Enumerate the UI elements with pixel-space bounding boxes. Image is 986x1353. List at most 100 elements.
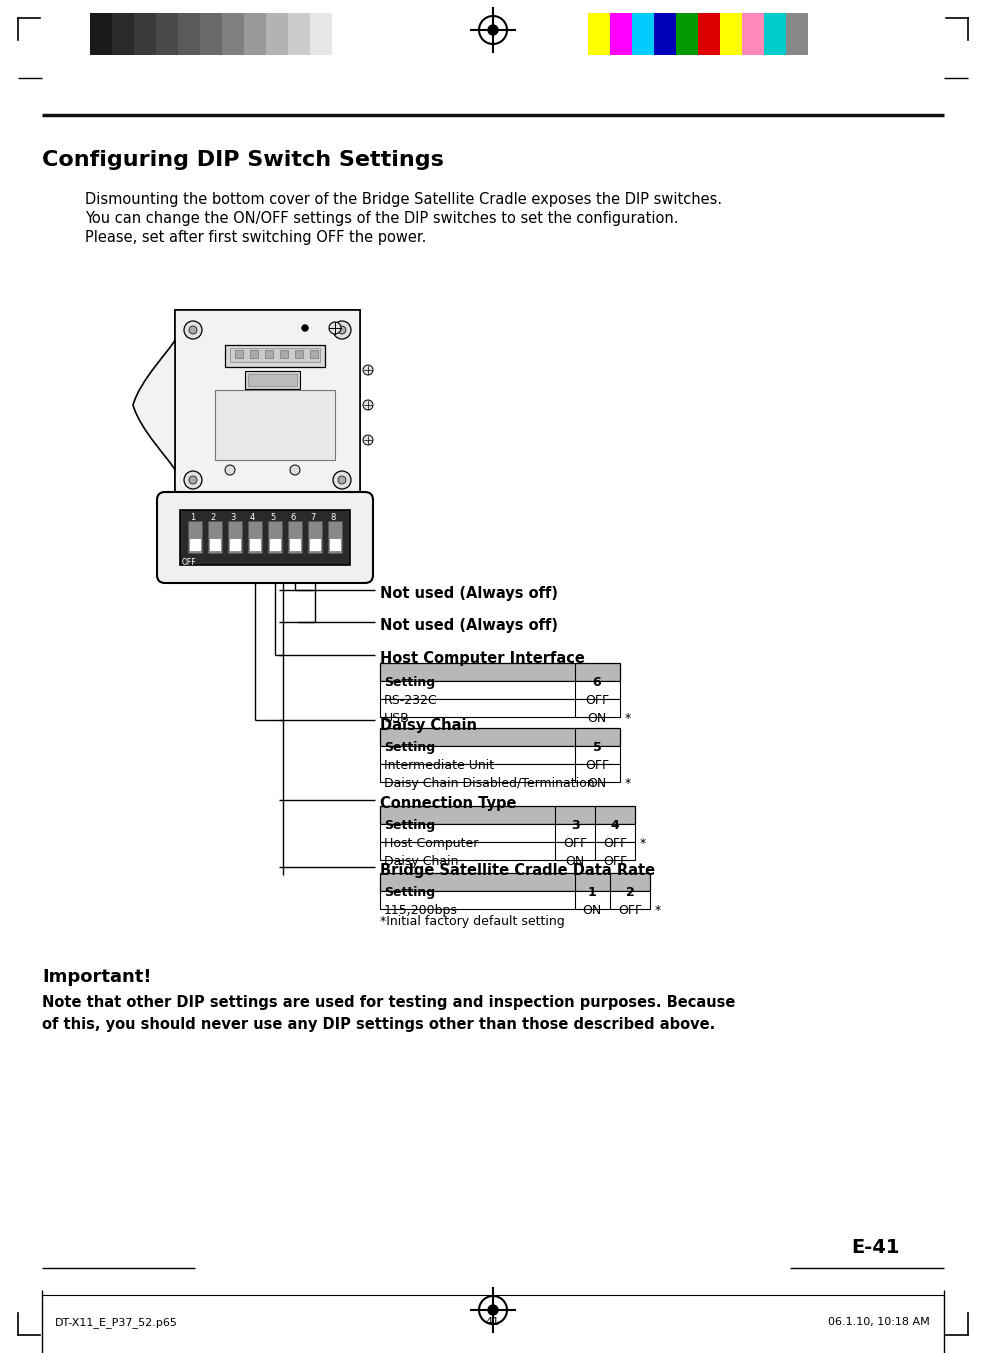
Text: 8: 8 xyxy=(330,513,335,522)
Circle shape xyxy=(338,476,346,484)
Text: Host Computer: Host Computer xyxy=(384,838,478,850)
Text: Dismounting the bottom cover of the Bridge Satellite Cradle exposes the DIP swit: Dismounting the bottom cover of the Brid… xyxy=(85,192,722,207)
Text: 06.1.10, 10:18 AM: 06.1.10, 10:18 AM xyxy=(828,1316,930,1327)
Bar xyxy=(288,521,302,553)
Bar xyxy=(308,521,322,553)
Bar xyxy=(588,14,610,55)
Bar xyxy=(266,14,288,55)
Circle shape xyxy=(338,326,346,334)
Bar xyxy=(332,14,354,55)
Bar xyxy=(180,510,350,566)
Bar xyxy=(329,538,341,551)
Text: OFF: OFF xyxy=(585,759,609,773)
Bar xyxy=(310,350,318,359)
Bar xyxy=(235,350,243,359)
Circle shape xyxy=(333,471,351,488)
Circle shape xyxy=(363,400,373,410)
Bar xyxy=(380,681,620,700)
Text: 1: 1 xyxy=(190,513,195,522)
Bar xyxy=(244,14,266,55)
Bar xyxy=(380,806,635,824)
Text: OFF: OFF xyxy=(585,694,609,708)
Text: 4: 4 xyxy=(250,513,255,522)
Circle shape xyxy=(184,471,202,488)
Bar xyxy=(632,14,654,55)
Circle shape xyxy=(290,465,300,475)
Text: Setting: Setting xyxy=(384,819,435,832)
Text: Not used (Always off): Not used (Always off) xyxy=(380,618,558,633)
Text: You can change the ON/OFF settings of the DIP switches to set the configuration.: You can change the ON/OFF settings of th… xyxy=(85,211,678,226)
PathPatch shape xyxy=(175,310,360,501)
Text: Not used (Always off): Not used (Always off) xyxy=(380,586,558,601)
Circle shape xyxy=(488,1306,498,1315)
Bar xyxy=(225,345,325,367)
Bar xyxy=(742,14,764,55)
Text: *: * xyxy=(640,838,646,850)
Circle shape xyxy=(329,322,341,334)
Bar xyxy=(248,521,262,553)
Text: 41: 41 xyxy=(486,1316,500,1327)
Text: Setting: Setting xyxy=(384,741,435,754)
Bar xyxy=(156,14,178,55)
Bar xyxy=(380,728,620,746)
Text: Bridge Satellite Cradle Data Rate: Bridge Satellite Cradle Data Rate xyxy=(380,863,655,878)
Text: Important!: Important! xyxy=(42,967,152,986)
Bar xyxy=(215,390,335,460)
Circle shape xyxy=(333,321,351,340)
Circle shape xyxy=(184,321,202,340)
Text: Intermediate Unit: Intermediate Unit xyxy=(384,759,494,773)
Bar xyxy=(698,14,720,55)
Text: 3: 3 xyxy=(571,819,580,832)
Text: 5: 5 xyxy=(593,741,601,754)
Bar xyxy=(786,14,808,55)
Bar xyxy=(229,538,241,551)
Bar xyxy=(175,310,360,501)
Text: OFF: OFF xyxy=(563,838,587,850)
Text: ON: ON xyxy=(588,777,606,790)
Text: Daisy Chain Disabled/Termination: Daisy Chain Disabled/Termination xyxy=(384,777,595,790)
Bar xyxy=(610,14,632,55)
Bar xyxy=(208,521,222,553)
FancyBboxPatch shape xyxy=(157,492,373,583)
Text: *: * xyxy=(655,904,662,917)
Text: *: * xyxy=(625,777,631,790)
Bar xyxy=(380,873,650,892)
Bar xyxy=(268,521,282,553)
Text: 7: 7 xyxy=(310,513,316,522)
Circle shape xyxy=(363,365,373,375)
Bar xyxy=(248,373,297,386)
Bar xyxy=(380,842,635,861)
Text: 6: 6 xyxy=(593,676,601,689)
Text: Please, set after first switching OFF the power.: Please, set after first switching OFF th… xyxy=(85,230,426,245)
Text: Setting: Setting xyxy=(384,886,435,898)
Text: Daisy Chain: Daisy Chain xyxy=(380,718,477,733)
Bar xyxy=(189,538,201,551)
Text: E-41: E-41 xyxy=(852,1238,900,1257)
Bar xyxy=(654,14,676,55)
Bar xyxy=(269,538,281,551)
Bar xyxy=(280,350,288,359)
Circle shape xyxy=(302,325,308,331)
Text: ON: ON xyxy=(588,712,606,725)
Bar xyxy=(720,14,742,55)
Bar xyxy=(676,14,698,55)
Bar xyxy=(178,14,200,55)
Bar xyxy=(380,824,635,842)
Text: 4: 4 xyxy=(610,819,619,832)
Circle shape xyxy=(363,436,373,445)
Text: RS-232C: RS-232C xyxy=(384,694,438,708)
Text: Host Computer Interface: Host Computer Interface xyxy=(380,651,585,666)
Bar xyxy=(289,538,301,551)
Text: *: * xyxy=(625,712,631,725)
Text: DT-X11_E_P37_52.p65: DT-X11_E_P37_52.p65 xyxy=(55,1316,177,1327)
Bar xyxy=(228,521,242,553)
Text: Connection Type: Connection Type xyxy=(380,796,517,810)
Bar xyxy=(188,521,202,553)
Text: Configuring DIP Switch Settings: Configuring DIP Switch Settings xyxy=(42,150,444,170)
Text: OFF: OFF xyxy=(602,855,627,869)
Text: ON: ON xyxy=(583,904,601,917)
Text: 1: 1 xyxy=(588,886,597,898)
Text: OFF: OFF xyxy=(618,904,642,917)
Bar xyxy=(200,14,222,55)
Bar xyxy=(380,764,620,782)
